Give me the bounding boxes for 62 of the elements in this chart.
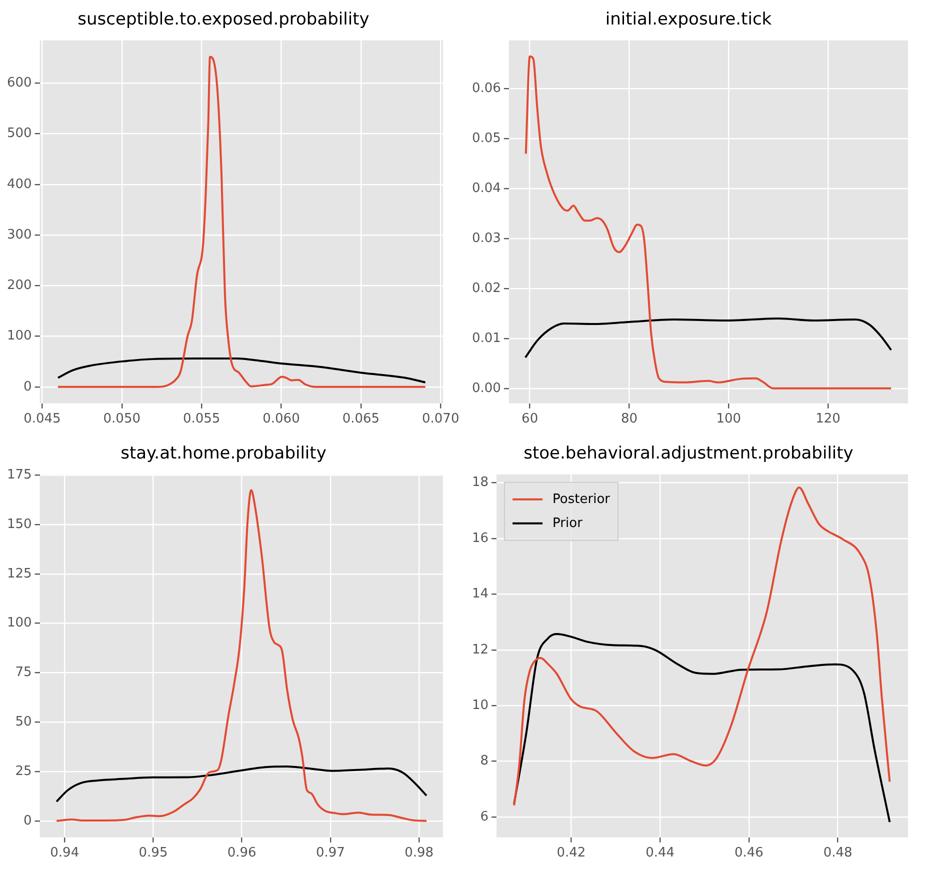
y-tick-label: 100: [6, 616, 32, 631]
y-tick-label: 100: [6, 328, 32, 344]
y-tick-label: 14: [472, 586, 489, 602]
x-tick-label: 0.95: [138, 846, 168, 861]
y-tick-label: 500: [6, 126, 32, 142]
y-tick-label: 300: [6, 227, 32, 242]
y-tick-label: 0.03: [472, 231, 501, 246]
y-tick-label: 10: [472, 698, 489, 714]
x-tick-label: 0.070: [422, 412, 460, 427]
y-tick-label: 0.01: [472, 330, 501, 346]
line-series: [524, 55, 892, 390]
x-tick-label: 0.42: [556, 846, 586, 861]
y-tick-label: 0: [24, 813, 32, 828]
chart-title: susceptible.to.exposed.probability: [78, 10, 370, 30]
x-tick-label: 0.94: [50, 846, 80, 861]
y-tick-label: 0.00: [472, 380, 501, 396]
x-tick-label: 0.045: [24, 412, 61, 427]
x-tick-label: 0.98: [404, 846, 434, 861]
line-series: [56, 766, 428, 803]
x-tick-label: 0.96: [227, 846, 256, 861]
y-tick-label: 600: [6, 76, 32, 91]
legend-label: Prior: [552, 516, 584, 531]
y-tick-label: 16: [472, 530, 489, 546]
y-tick-label: 0.06: [472, 81, 501, 96]
x-tick-label: 0.48: [823, 846, 852, 861]
y-tick-label: 8: [480, 754, 489, 769]
x-tick-label: 120: [816, 412, 840, 427]
y-tick-label: 400: [6, 176, 32, 192]
line-series: [524, 318, 892, 358]
x-tick-label: 60: [522, 412, 538, 427]
legend-label: Posterior: [552, 492, 611, 507]
chart-title: stoe.behavioral.adjustment.probability: [524, 444, 854, 464]
y-tick-label: 12: [472, 642, 489, 658]
line-series: [56, 489, 428, 822]
x-tick-label: 80: [620, 412, 638, 427]
y-tick-label: 0.02: [472, 280, 501, 296]
y-tick-label: 0.04: [472, 181, 501, 196]
line-series: [56, 56, 426, 388]
x-tick-label: 0.97: [316, 846, 345, 861]
x-tick-label: 0.46: [734, 846, 764, 861]
chart-title: stay.at.home.probability: [120, 444, 326, 464]
x-tick-label: 0.050: [103, 412, 140, 427]
y-tick-label: 0: [24, 379, 32, 394]
x-tick-label: 0.44: [646, 846, 675, 861]
y-tick-label: 175: [6, 467, 32, 482]
line-series: [513, 486, 891, 806]
y-tick-label: 25: [15, 764, 32, 779]
y-tick-label: 6: [480, 809, 489, 824]
x-tick-label: 0.060: [262, 412, 300, 427]
x-tick-label: 0.065: [342, 412, 380, 427]
y-tick-label: 50: [15, 714, 32, 730]
line-series: [56, 358, 426, 384]
y-tick-label: 200: [6, 278, 32, 294]
x-tick-label: 100: [716, 412, 742, 427]
y-tick-label: 0.05: [472, 131, 501, 146]
y-tick-label: 150: [6, 516, 32, 532]
y-tick-label: 125: [6, 566, 32, 582]
x-tick-label: 0.055: [182, 412, 220, 427]
line-series: [513, 633, 891, 824]
chart-title: initial.exposure.tick: [605, 10, 772, 30]
y-tick-label: 18: [472, 475, 489, 490]
y-tick-label: 75: [15, 665, 32, 680]
